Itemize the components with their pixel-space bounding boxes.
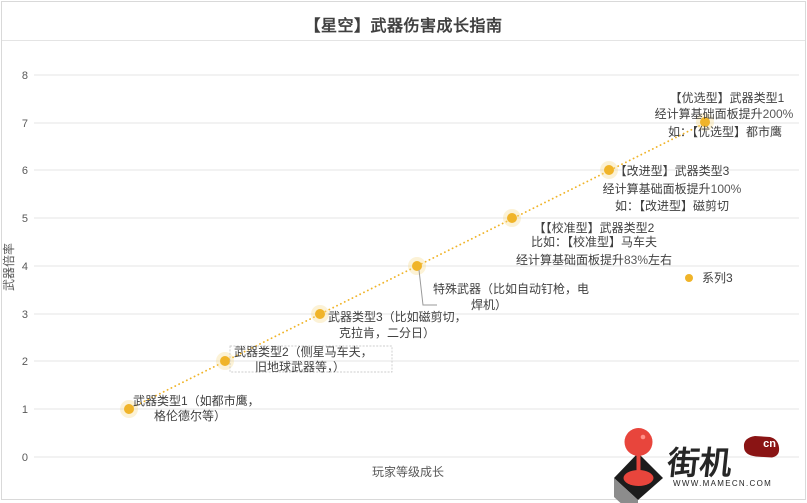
svg-text:克拉肯，二分日）: 克拉肯，二分日） [339, 325, 435, 340]
svg-text:系列3: 系列3 [702, 271, 733, 285]
svg-text:格伦德尔等）: 格伦德尔等） [154, 408, 226, 423]
svg-text:如：【优选型】都市鹰: 如：【优选型】都市鹰 [668, 124, 782, 139]
svg-text:7: 7 [22, 118, 28, 130]
svg-text:6: 6 [22, 165, 28, 177]
svg-text:武器类型3（比如磁剪切，: 武器类型3（比如磁剪切， [328, 309, 467, 324]
svg-text:【优选型】武器类型1: 【优选型】武器类型1 [670, 91, 785, 105]
svg-text:街机: 街机 [665, 445, 734, 481]
svg-text:1: 1 [22, 404, 28, 416]
svg-text:WWW.MAMECN.COM: WWW.MAMECN.COM [673, 479, 772, 488]
svg-text:比如：【校准型】马车夫: 比如：【校准型】马车夫 [531, 234, 657, 249]
svg-text:经计算基础面板提升100%: 经计算基础面板提升100% [603, 181, 742, 196]
svg-text:2: 2 [22, 356, 28, 368]
svg-text:如：【改进型】磁剪切: 如：【改进型】磁剪切 [615, 198, 729, 213]
svg-text:旧地球武器等，）: 旧地球武器等，） [255, 360, 345, 374]
svg-text:焊机）: 焊机） [471, 297, 507, 312]
svg-text:5: 5 [22, 213, 28, 225]
svg-text:【改进型】武器类型3: 【改进型】武器类型3 [615, 164, 730, 178]
svg-text:8: 8 [22, 70, 28, 82]
svg-text:经计算基础面板提升83%左右: 经计算基础面板提升83%左右 [516, 252, 672, 267]
svg-text:3: 3 [22, 309, 28, 321]
svg-text:【【校准型】武器类型2: 【【校准型】武器类型2 [534, 220, 655, 235]
svg-text:特殊武器（比如自动钉枪，电: 特殊武器（比如自动钉枪，电 [433, 281, 589, 296]
svg-text:武器类型1（如都市鹰，: 武器类型1（如都市鹰， [133, 393, 260, 408]
svg-text:玩家等级成长: 玩家等级成长 [372, 464, 444, 479]
svg-text:cn: cn [763, 438, 776, 450]
svg-text:经计算基础面板提升200%: 经计算基础面板提升200% [655, 106, 794, 121]
svg-text:武器类型2（侧星马车夫，: 武器类型2（侧星马车夫， [234, 344, 373, 359]
svg-text:武器倍率: 武器倍率 [2, 243, 16, 291]
svg-text:0: 0 [22, 452, 28, 464]
svg-text:4: 4 [22, 261, 28, 273]
